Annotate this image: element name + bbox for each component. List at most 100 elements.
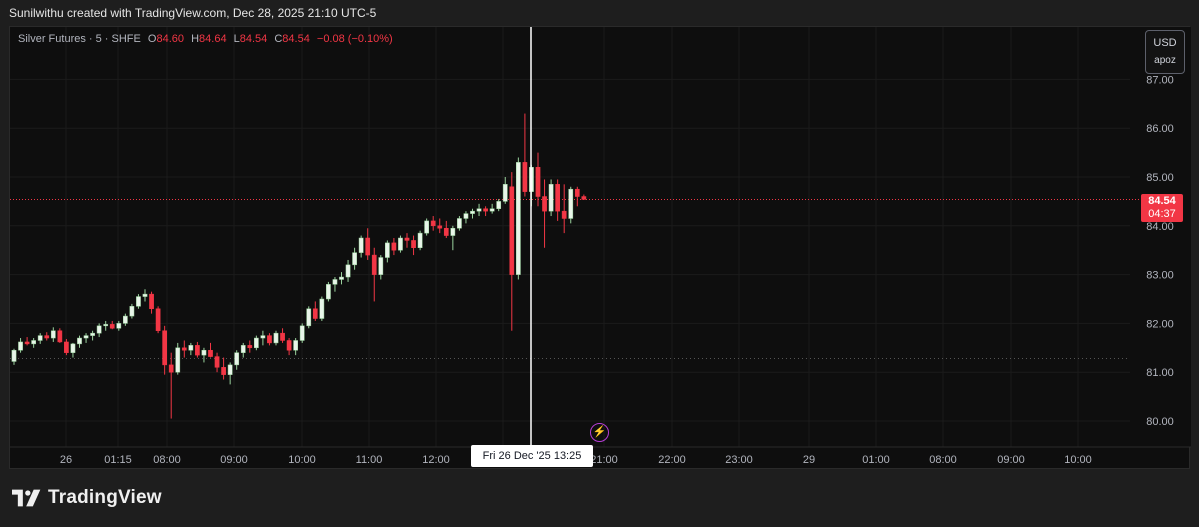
candle[interactable] xyxy=(155,308,161,331)
candle[interactable] xyxy=(286,340,292,351)
candle[interactable] xyxy=(404,237,410,241)
candle[interactable] xyxy=(385,242,390,258)
candle[interactable] xyxy=(430,220,436,227)
candle[interactable] xyxy=(496,201,502,209)
candle[interactable] xyxy=(509,186,515,275)
candle[interactable] xyxy=(175,347,181,373)
candle[interactable] xyxy=(273,332,279,344)
candle[interactable] xyxy=(483,208,488,212)
y-tick-label: 82.00 xyxy=(1146,318,1174,330)
candle[interactable] xyxy=(221,367,226,375)
candle[interactable] xyxy=(293,340,298,351)
candle[interactable] xyxy=(542,196,547,212)
candle[interactable] xyxy=(96,325,102,334)
candle[interactable] xyxy=(149,293,154,310)
candle[interactable] xyxy=(31,340,36,345)
y-tick-label: 83.00 xyxy=(1146,270,1174,282)
candle[interactable] xyxy=(214,356,220,368)
candle[interactable] xyxy=(254,337,259,349)
candle[interactable] xyxy=(162,330,168,366)
candle[interactable] xyxy=(535,166,541,197)
candle[interactable] xyxy=(90,332,95,336)
candle[interactable] xyxy=(339,276,344,280)
x-tick-label: 09:00 xyxy=(997,454,1025,466)
candle[interactable] xyxy=(365,237,371,256)
candle[interactable] xyxy=(326,284,331,300)
candle[interactable] xyxy=(168,364,174,373)
candle[interactable] xyxy=(548,184,554,212)
candle[interactable] xyxy=(555,184,560,212)
candle[interactable] xyxy=(57,330,63,343)
candle[interactable] xyxy=(574,188,580,197)
candle[interactable] xyxy=(299,325,305,341)
candle[interactable] xyxy=(443,227,449,236)
candle[interactable] xyxy=(476,208,482,212)
candle[interactable] xyxy=(201,349,207,356)
candle[interactable] xyxy=(142,293,148,297)
candle[interactable] xyxy=(391,242,397,251)
lightning-icon[interactable]: ⚡ xyxy=(590,423,609,442)
candle[interactable] xyxy=(188,345,194,351)
candle[interactable] xyxy=(457,218,462,229)
candle[interactable] xyxy=(437,225,443,229)
candle[interactable] xyxy=(24,341,30,345)
candle[interactable] xyxy=(358,237,364,253)
candle[interactable] xyxy=(227,364,233,375)
candle[interactable] xyxy=(378,257,384,275)
x-tick-label: 21:00 xyxy=(590,454,618,466)
candle[interactable] xyxy=(109,324,115,329)
candle[interactable] xyxy=(37,335,43,341)
candle[interactable] xyxy=(489,208,495,212)
candle[interactable] xyxy=(581,196,587,200)
candle[interactable] xyxy=(129,306,135,317)
candle[interactable] xyxy=(208,349,213,357)
candle[interactable] xyxy=(247,345,253,349)
candle[interactable] xyxy=(103,324,109,327)
candle[interactable] xyxy=(352,252,357,266)
last-price-value: 84.54 xyxy=(1148,195,1176,207)
candle[interactable] xyxy=(470,210,475,214)
candle[interactable] xyxy=(50,330,56,339)
candle[interactable] xyxy=(424,220,429,234)
candle[interactable] xyxy=(83,335,89,339)
candle[interactable] xyxy=(116,323,122,329)
candle[interactable] xyxy=(561,210,567,219)
chart-panel[interactable]: 87.00 86.00 85.00 84.00 83.00 82.00 81.00 80.00… xyxy=(9,26,1191,470)
candle[interactable] xyxy=(398,237,403,251)
candle[interactable] xyxy=(319,298,325,319)
symbol-label[interactable]: Silver Futures · 5 · SHFE xyxy=(18,33,141,45)
price-scale[interactable] xyxy=(1130,27,1191,447)
candle[interactable] xyxy=(332,279,338,285)
candle[interactable] xyxy=(240,345,246,353)
candle[interactable] xyxy=(123,315,128,324)
candle[interactable] xyxy=(181,347,187,351)
candle[interactable] xyxy=(11,349,17,362)
y-tick-label: 81.00 xyxy=(1146,367,1174,379)
candle[interactable] xyxy=(44,335,50,339)
currency-selector[interactable]: USD apoz xyxy=(1145,30,1185,74)
candle[interactable] xyxy=(345,264,351,278)
candle[interactable] xyxy=(267,335,272,344)
change-value: −0.08 (−0.10%) xyxy=(316,33,393,45)
candle[interactable] xyxy=(516,162,521,275)
price-chart[interactable]: 87.00 86.00 85.00 84.00 83.00 82.00 81.00 80.00… xyxy=(10,27,1191,470)
candle[interactable] xyxy=(417,232,423,249)
candle[interactable] xyxy=(64,341,69,353)
candle[interactable] xyxy=(502,184,508,202)
candle[interactable] xyxy=(463,213,469,219)
candle[interactable] xyxy=(450,227,456,236)
candle[interactable] xyxy=(568,188,574,219)
candle[interactable] xyxy=(260,335,266,339)
candle[interactable] xyxy=(18,341,23,351)
candle[interactable] xyxy=(522,162,528,192)
candle[interactable] xyxy=(280,332,285,341)
candle[interactable] xyxy=(136,296,141,307)
candle[interactable] xyxy=(70,343,76,353)
candle[interactable] xyxy=(77,337,82,345)
candle[interactable] xyxy=(306,308,312,327)
candle[interactable] xyxy=(234,352,240,366)
candle[interactable] xyxy=(195,345,200,356)
candle[interactable] xyxy=(371,254,377,275)
candle[interactable] xyxy=(411,240,416,249)
candle[interactable] xyxy=(312,308,318,319)
